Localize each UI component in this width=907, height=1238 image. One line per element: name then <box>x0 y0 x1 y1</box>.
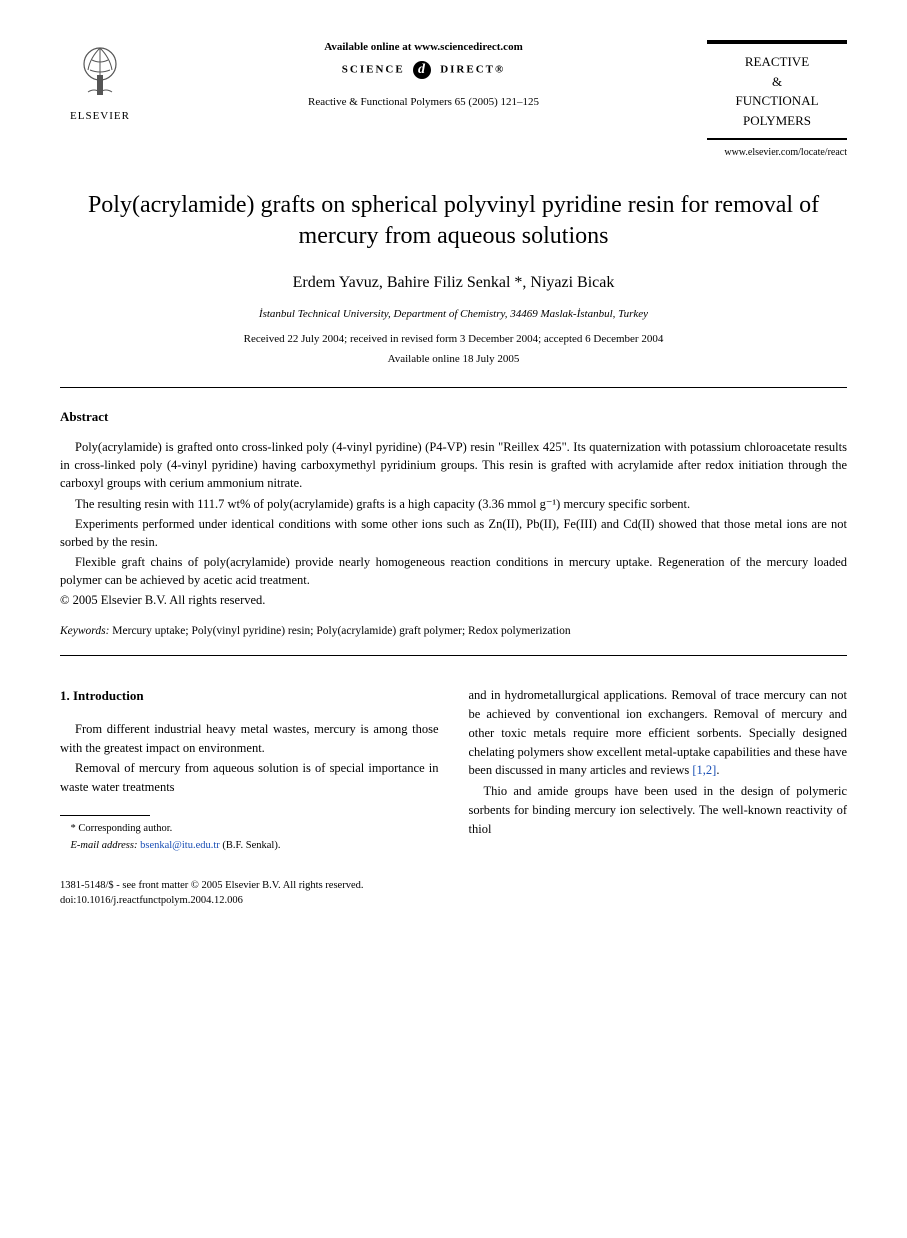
two-column-body: 1. Introduction From different industria… <box>60 686 847 855</box>
authors-line: Erdem Yavuz, Bahire Filiz Senkal *, Niya… <box>60 272 847 294</box>
journal-box-line: POLYMERS <box>719 111 835 131</box>
article-title: Poly(acrylamide) grafts on spherical pol… <box>60 190 847 252</box>
header-row: ELSEVIER Available online at www.science… <box>60 40 847 160</box>
abstract-copyright: © 2005 Elsevier B.V. All rights reserved… <box>60 591 847 609</box>
journal-box-wrapper: REACTIVE & FUNCTIONAL POLYMERS www.elsev… <box>707 40 847 160</box>
intro-text-end: . <box>716 763 719 777</box>
email-label: E-mail address: <box>71 840 138 851</box>
journal-box-line: FUNCTIONAL <box>719 91 835 111</box>
keywords-label: Keywords: <box>60 625 109 637</box>
abstract-paragraph: Experiments performed under identical co… <box>60 515 847 551</box>
intro-paragraph: From different industrial heavy metal wa… <box>60 720 439 758</box>
journal-url: www.elsevier.com/locate/react <box>707 146 847 160</box>
keywords-text: Mercury uptake; Poly(vinyl pyridine) res… <box>109 625 570 637</box>
elsevier-label: ELSEVIER <box>60 109 140 124</box>
journal-reference: Reactive & Functional Polymers 65 (2005)… <box>160 95 687 110</box>
corresponding-author: * Corresponding author. <box>60 822 439 837</box>
center-header: Available online at www.sciencedirect.co… <box>140 40 707 111</box>
abstract-paragraph: The resulting resin with 111.7 wt% of po… <box>60 495 847 513</box>
intro-text: and in hydrometallurgical applications. … <box>469 688 848 777</box>
right-column: and in hydrometallurgical applications. … <box>469 686 848 855</box>
intro-paragraph: and in hydrometallurgical applications. … <box>469 686 848 780</box>
footer-doi: doi:10.1016/j.reactfunctpolym.2004.12.00… <box>60 894 847 909</box>
keywords-line: Keywords: Mercury uptake; Poly(vinyl pyr… <box>60 623 847 639</box>
divider <box>60 387 847 388</box>
science-text: SCIENCE <box>342 64 405 76</box>
journal-title-box: REACTIVE & FUNCTIONAL POLYMERS <box>707 40 847 140</box>
journal-box-line: & <box>719 72 835 92</box>
section-heading-intro: 1. Introduction <box>60 686 439 706</box>
elsevier-tree-icon <box>70 40 130 100</box>
divider <box>60 655 847 656</box>
email-line: E-mail address: bsenkal@itu.edu.tr (B.F.… <box>60 839 439 854</box>
footnote-separator <box>60 815 150 816</box>
journal-box-line: REACTIVE <box>719 52 835 72</box>
abstract-paragraph: Poly(acrylamide) is grafted onto cross-l… <box>60 438 847 492</box>
sd-d-icon: d <box>413 61 431 79</box>
dates-online: Available online 18 July 2005 <box>60 352 847 367</box>
abstract-paragraph: Flexible graft chains of poly(acrylamide… <box>60 553 847 589</box>
email-suffix: (B.F. Senkal). <box>220 840 281 851</box>
intro-paragraph: Removal of mercury from aqueous solution… <box>60 759 439 797</box>
footer-copyright: 1381-5148/$ - see front matter © 2005 El… <box>60 879 847 894</box>
science-direct-logo: SCIENCE d DIRECT® <box>160 61 687 79</box>
affiliation: İstanbul Technical University, Departmen… <box>60 307 847 322</box>
dates-received: Received 22 July 2004; received in revis… <box>60 332 847 347</box>
page-footer: 1381-5148/$ - see front matter © 2005 El… <box>60 879 847 908</box>
available-online-text: Available online at www.sciencedirect.co… <box>160 40 687 55</box>
elsevier-logo: ELSEVIER <box>60 40 140 125</box>
intro-paragraph: Thio and amide groups have been used in … <box>469 782 848 838</box>
email-link[interactable]: bsenkal@itu.edu.tr <box>140 840 220 851</box>
abstract-heading: Abstract <box>60 408 847 426</box>
direct-text: DIRECT® <box>440 64 505 76</box>
left-column: 1. Introduction From different industria… <box>60 686 439 855</box>
citation-link[interactable]: [1,2] <box>692 763 716 777</box>
